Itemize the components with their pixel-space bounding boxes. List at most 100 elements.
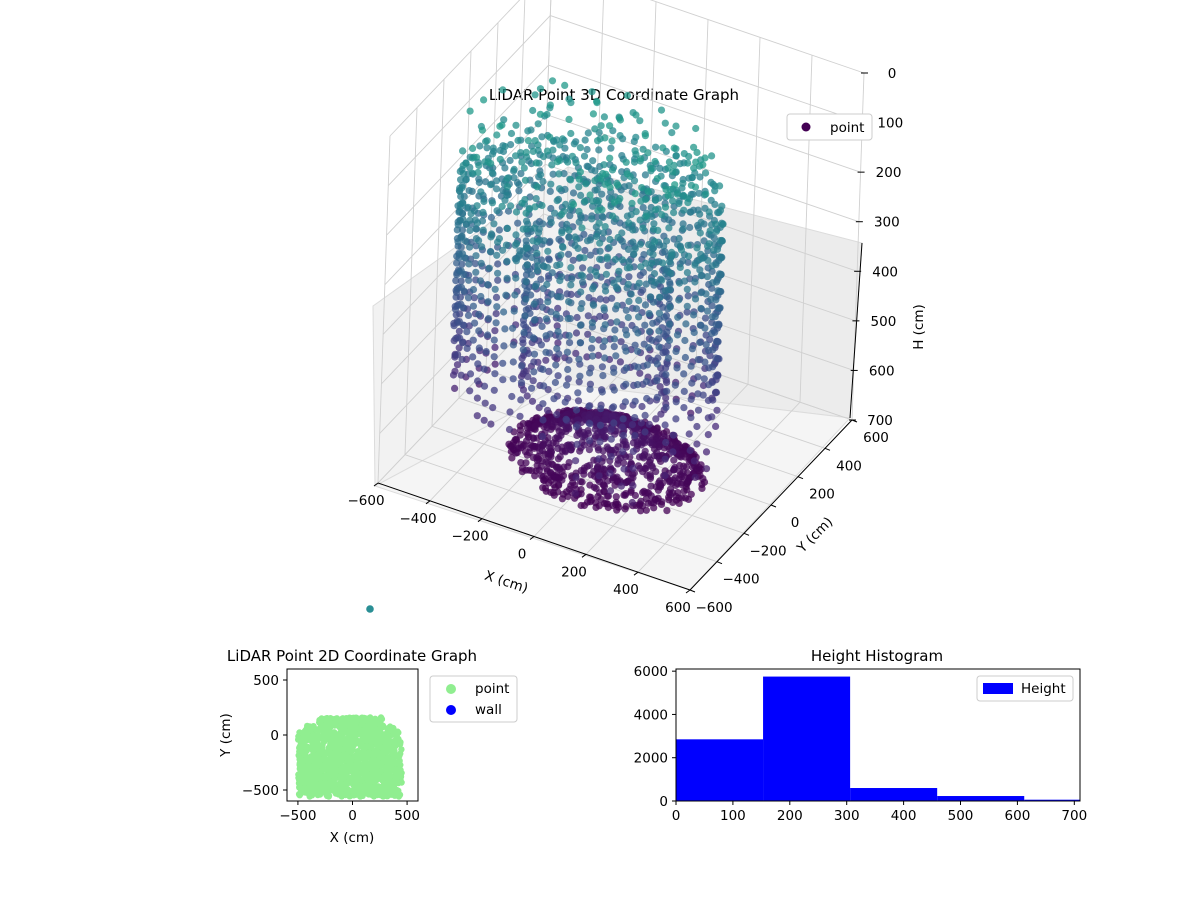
- scatter-point: [365, 734, 372, 741]
- cloud-point: [712, 388, 720, 396]
- cloud-point: [523, 392, 531, 400]
- cloud-point: [684, 241, 692, 249]
- cloud-point: [548, 161, 556, 169]
- scatter-point: [352, 714, 359, 722]
- scatter-point: [347, 762, 354, 770]
- cloud-point: [536, 110, 545, 118]
- cloud-point: [631, 190, 639, 198]
- cloud-point: [654, 486, 663, 494]
- cloud-point: [643, 361, 651, 369]
- cloud-point: [634, 329, 642, 337]
- cloud-point: [676, 160, 684, 168]
- cloud-point: [664, 354, 673, 362]
- cloud-point: [622, 158, 630, 166]
- cloud-point: [588, 335, 596, 344]
- cloud-point: [510, 165, 518, 173]
- cloud-point: [551, 209, 559, 217]
- cloud-point: [564, 463, 572, 471]
- cloud-point: [532, 159, 540, 167]
- cloud-point: [640, 251, 648, 259]
- cloud-point: [680, 462, 688, 470]
- cloud-point: [520, 328, 528, 337]
- cloud-point: [668, 129, 676, 137]
- cloud-point: [566, 212, 574, 220]
- cloud-point: [601, 337, 609, 345]
- cloud-point: [629, 464, 637, 472]
- cloud-point: [611, 326, 619, 334]
- z-axis-label-3d: H (cm): [911, 304, 927, 350]
- cloud-point: [594, 137, 602, 145]
- cloud-point: [572, 159, 580, 167]
- z-axis-line: [849, 242, 863, 419]
- cloud-point: [518, 354, 526, 362]
- cloud-point: [656, 293, 664, 301]
- cloud-point: [690, 457, 698, 465]
- cloud-point: [575, 207, 583, 215]
- cloud-point: [634, 363, 642, 371]
- cloud-point: [454, 351, 462, 359]
- cloud-point: [674, 313, 682, 321]
- cloud-point: [714, 304, 722, 312]
- cloud-point: [643, 394, 651, 403]
- cloud-point: [671, 381, 679, 389]
- cloud-point: [522, 217, 531, 225]
- cloud-point: [580, 441, 588, 449]
- cloud-point: [610, 419, 618, 427]
- cloud-point: [539, 220, 547, 228]
- y-tick-label-3d: −400: [722, 572, 759, 588]
- cloud-point: [701, 314, 710, 322]
- cloud-point: [669, 431, 678, 439]
- cloud-point: [556, 465, 564, 473]
- cloud-point: [680, 404, 688, 412]
- scatter-point: [299, 738, 306, 745]
- scatter-point: [346, 745, 353, 752]
- cloud-point: [533, 183, 541, 191]
- cloud-point: [552, 361, 560, 369]
- cloud-point: [625, 297, 633, 305]
- cloud-point: [706, 227, 714, 235]
- cloud-point: [670, 456, 678, 464]
- cloud-point: [696, 210, 704, 218]
- scatter-point: [352, 766, 359, 773]
- scatter-point: [352, 781, 359, 788]
- cloud-point: [480, 416, 488, 424]
- cloud-point: [698, 484, 706, 492]
- cloud-point: [557, 251, 565, 259]
- cloud-point: [600, 161, 608, 169]
- cloud-point: [542, 332, 550, 340]
- cloud-point: [459, 199, 467, 207]
- cloud-point: [595, 197, 603, 205]
- cloud-point: [658, 498, 666, 506]
- cloud-point: [675, 296, 683, 304]
- cloud-point: [686, 208, 694, 216]
- cloud-point: [713, 406, 721, 414]
- cloud-point: [617, 482, 626, 490]
- cloud-point: [592, 503, 600, 511]
- cloud-point: [488, 169, 496, 177]
- legend-2d-point-label: point: [475, 681, 509, 697]
- cloud-point: [712, 220, 720, 228]
- scatter-point: [299, 749, 307, 756]
- cloud-point: [515, 187, 523, 195]
- cloud-point: [680, 206, 688, 214]
- scatter-point: [296, 761, 303, 769]
- legend-3d-marker: [801, 122, 811, 132]
- cloud-point: [500, 116, 508, 124]
- cloud-point: [680, 387, 688, 395]
- cloud-point: [490, 336, 498, 344]
- cloud-point: [501, 196, 509, 204]
- cloud-point: [459, 170, 468, 178]
- scatter-point: [355, 752, 362, 759]
- cloud-point: [531, 137, 539, 145]
- histogram-bar: [937, 796, 1025, 801]
- cloud-point: [464, 294, 473, 302]
- cloud-point: [699, 161, 707, 169]
- legend-2d-point-marker: [446, 684, 456, 694]
- cloud-point: [621, 505, 629, 513]
- scatter-point: [340, 791, 347, 798]
- cloud-point: [525, 349, 533, 358]
- cloud-point: [606, 154, 614, 162]
- scatter-point: [321, 753, 328, 761]
- cloud-point: [458, 355, 466, 364]
- cloud-point: [712, 354, 720, 362]
